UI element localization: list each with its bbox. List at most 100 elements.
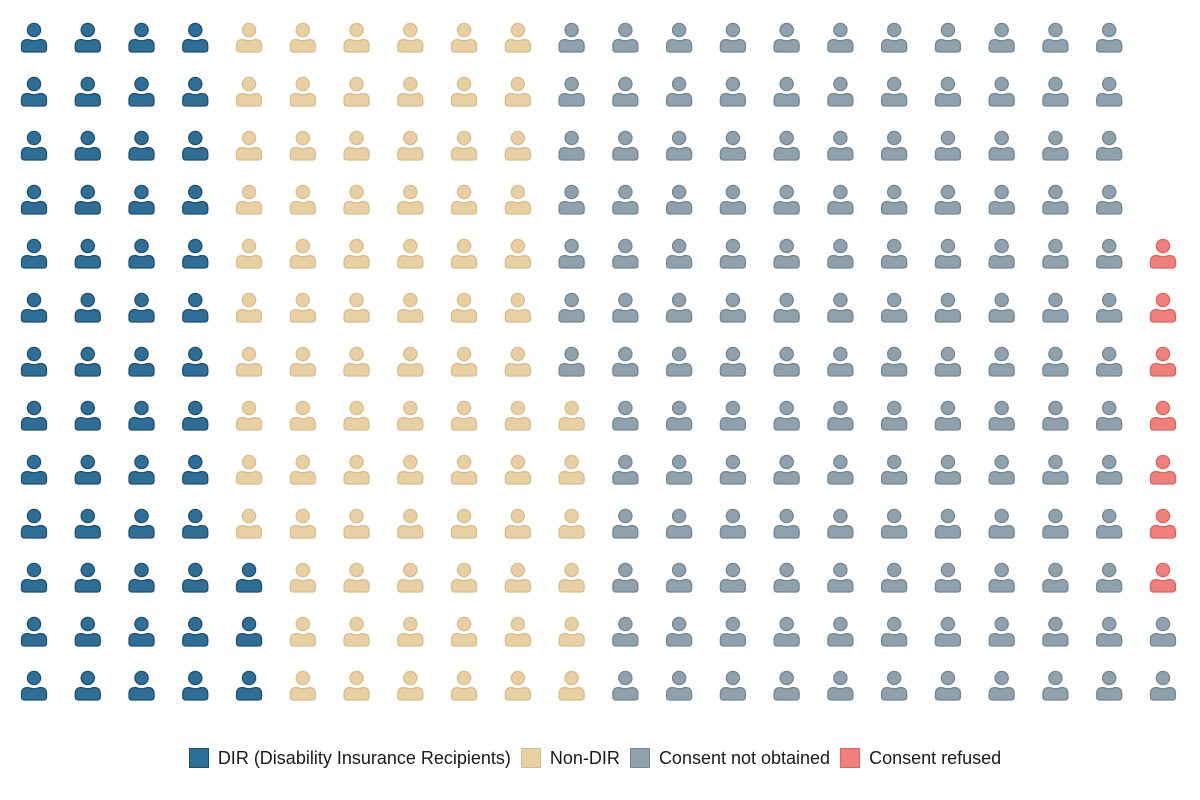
person-icon [1149,562,1177,593]
person-head [1048,616,1063,632]
person-icon [665,22,693,53]
person-icon [773,76,800,107]
person-head [188,130,203,146]
person-head [671,670,687,686]
person-body [20,632,48,647]
person-head [564,292,579,308]
person-head [241,22,257,38]
person-body [20,470,48,485]
person-head [940,22,956,38]
person-icon [881,616,908,647]
person-head [188,454,203,470]
person-head [26,670,42,686]
person-icon [988,22,1015,53]
person-body [504,524,531,539]
person-head [1155,562,1171,578]
person-icon [182,130,209,161]
person-head [886,454,902,470]
person-icon [343,238,370,269]
person-head [1101,292,1117,308]
person-body [343,146,370,161]
person-body [182,578,209,593]
person-body [719,578,747,593]
person-icon [665,238,693,269]
person-head [618,346,633,362]
person-icon [235,76,263,107]
person-body [558,146,585,161]
person-icon [773,670,800,701]
person-head [1048,346,1063,362]
person-icon [450,22,478,53]
person-body [827,578,854,593]
person-head [80,238,96,254]
person-body [773,362,800,377]
person-head [1101,562,1117,578]
person-icon [558,22,585,53]
person-head [671,292,687,308]
person-body [827,686,854,701]
person-icon [289,76,316,107]
person-body [827,200,854,215]
legend-label: Consent refused [869,747,1002,768]
person-icon [612,616,639,647]
person-body [450,38,478,53]
person-head [618,562,633,578]
person-head [779,616,794,632]
person-head [671,130,687,146]
person-head [564,22,579,38]
person-body [343,416,370,431]
person-head [564,130,579,146]
person-icon [343,346,370,377]
person-body [881,416,908,431]
person-head [26,238,42,254]
person-icon [881,292,908,323]
person-head [1155,238,1171,254]
person-body [450,686,478,701]
person-icon [1042,130,1069,161]
person-icon [397,238,424,269]
person-body [934,578,962,593]
person-head [779,130,794,146]
person-icon [1042,238,1069,269]
person-head [833,508,848,524]
legend-swatch [188,748,209,768]
person-head [295,130,311,146]
person-head [725,454,741,470]
person-body [1096,38,1123,53]
person-body [235,38,263,53]
person-body [881,38,908,53]
person-body [289,38,316,53]
person-body [182,146,209,161]
person-body [397,38,424,53]
person-head [1101,400,1117,416]
person-icon [20,670,48,701]
person-body [397,308,424,323]
person-head [1101,616,1117,632]
person-icon [289,22,316,53]
person-body [74,524,101,539]
person-head [295,562,311,578]
person-body [612,632,639,647]
person-body [665,308,693,323]
person-body [504,686,531,701]
person-icon [827,238,854,269]
person-body [1042,200,1069,215]
person-body [988,146,1015,161]
person-body [74,308,101,323]
person-body [988,416,1015,431]
person-head [295,238,311,254]
person-head [80,616,96,632]
person-icon [289,508,316,539]
person-icon [128,292,155,323]
person-icon [289,346,316,377]
person-body [665,686,693,701]
person-icon [719,400,747,431]
legend-item-notobtained: Consent not obtained [629,748,830,769]
person-body [20,200,48,215]
person-head [241,454,257,470]
person-head [1101,184,1117,200]
person-icon [235,184,263,215]
person-body [719,200,747,215]
person-body [827,38,854,53]
person-head [725,292,741,308]
